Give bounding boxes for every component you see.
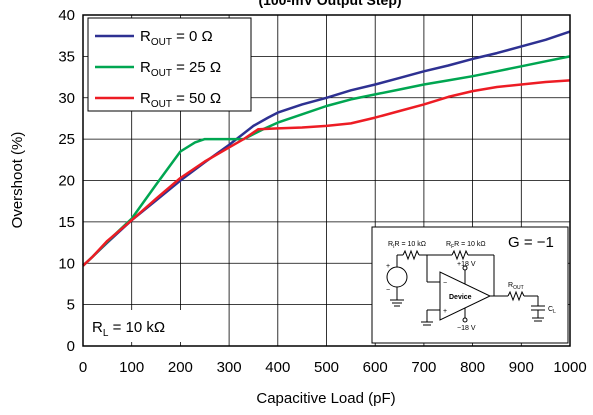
legend-label-0: ROUT = 0 Ω xyxy=(140,28,213,48)
x-tick-label: 400 xyxy=(265,359,290,376)
device-label: Device xyxy=(449,294,472,301)
source-plus: + xyxy=(386,263,390,270)
x-tick-label: 1000 xyxy=(553,359,586,376)
x-tick-label: 100 xyxy=(119,359,144,376)
x-tick-label: 500 xyxy=(314,359,339,376)
rf-label: RFR = 10 kΩ xyxy=(446,241,486,250)
vneg-label: −18 V xyxy=(457,325,476,332)
schematic-inset: G = −1 xyxy=(371,226,569,344)
opamp-minus: − xyxy=(443,280,447,287)
x-tick-label: 200 xyxy=(168,359,193,376)
legend-label-2: ROUT = 50 Ω xyxy=(140,90,221,110)
chart-title: (100-mV Output Step) xyxy=(258,0,401,8)
y-tick-label: 30 xyxy=(58,90,75,107)
x-tick-label: 600 xyxy=(363,359,388,376)
series-line-1 xyxy=(82,55,571,267)
ri-resistor-icon xyxy=(402,249,420,261)
x-tick-labels: 0 100 200 300 400 500 600 700 800 900 1000 xyxy=(79,359,587,376)
y-tick-label: 35 xyxy=(58,48,75,65)
legend-box xyxy=(87,17,252,112)
y-tick-label: 10 xyxy=(58,255,75,272)
x-tick-label: 0 xyxy=(79,359,87,376)
plot-frame xyxy=(82,14,571,347)
y-axis-label: Overshoot (%) xyxy=(9,132,26,229)
x-tick-label: 900 xyxy=(509,359,534,376)
rf-resistor-icon xyxy=(451,249,469,261)
cl-label: CL xyxy=(548,306,556,315)
legend-label-1: ROUT = 25 Ω xyxy=(140,59,221,79)
y-tick-labels: 0 5 10 15 20 25 30 35 40 xyxy=(58,7,75,355)
y-tick-label: 15 xyxy=(58,214,75,231)
x-tick-label: 800 xyxy=(460,359,485,376)
y-tick-label: 40 xyxy=(58,7,75,24)
source-minus: − xyxy=(386,287,390,294)
opamp-plus: + xyxy=(443,308,447,315)
gain-label: G = −1 xyxy=(508,234,554,251)
vpos-label: +18 V xyxy=(457,261,476,268)
series-layer xyxy=(82,30,571,267)
ri-label: RIR = 10 kΩ xyxy=(388,241,426,250)
load-annotation: RL = 10 kΩ xyxy=(86,310,196,342)
y-tick-label: 0 xyxy=(67,338,75,355)
legend: ROUT = 0 Ω ROUT = 25 Ω ROUT = 50 Ω xyxy=(87,17,252,112)
x-tick-label: 700 xyxy=(411,359,436,376)
x-axis-label: Capacitive Load (pF) xyxy=(256,390,395,407)
x-tick-label: 300 xyxy=(217,359,242,376)
rout-label: ROUT xyxy=(508,282,524,291)
y-tick-label: 5 xyxy=(67,297,75,314)
schematic-box xyxy=(371,226,569,344)
load-annotation-text: RL = 10 kΩ xyxy=(92,319,165,339)
series-line-2 xyxy=(82,79,571,267)
y-tick-label: 20 xyxy=(58,173,75,190)
rout-resistor-icon xyxy=(507,290,525,302)
y-tick-label: 25 xyxy=(58,131,75,148)
